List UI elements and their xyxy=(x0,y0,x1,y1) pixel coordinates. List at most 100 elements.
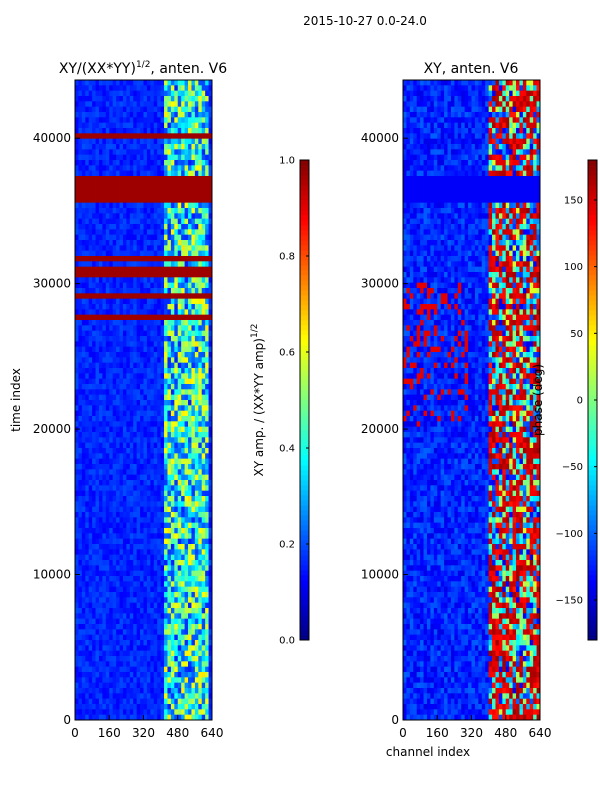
heatmap-cell xyxy=(85,661,90,668)
heatmap-cell xyxy=(188,698,192,705)
heatmap-cell xyxy=(122,693,127,700)
heatmap-cell xyxy=(140,416,144,422)
heatmap-cell xyxy=(153,560,158,566)
heatmap-cell xyxy=(157,474,162,481)
heatmap-cell xyxy=(119,192,124,198)
heatmap-cell xyxy=(140,528,144,534)
heatmap-cell xyxy=(181,218,185,225)
heatmap-cell xyxy=(126,314,131,321)
heatmap-cell xyxy=(164,458,168,465)
heatmap-cell xyxy=(112,373,117,380)
heatmap-cell xyxy=(122,442,127,449)
heatmap-cell xyxy=(85,325,90,332)
heatmap-cell xyxy=(122,197,127,204)
heatmap-cell xyxy=(177,400,182,406)
heatmap-cell xyxy=(157,266,162,273)
heatmap-cell xyxy=(85,672,90,678)
heatmap-cell xyxy=(98,400,103,406)
heatmap-cell xyxy=(194,485,199,492)
heatmap-cell xyxy=(177,650,182,657)
heatmap-cell xyxy=(143,613,148,620)
heatmap-cell xyxy=(102,368,107,374)
heatmap-cell xyxy=(95,400,100,406)
heatmap-cell xyxy=(157,485,162,492)
heatmap-cell xyxy=(177,320,182,326)
heatmap-cell xyxy=(78,544,83,550)
heatmap-cell xyxy=(136,309,141,316)
heatmap-cell xyxy=(112,624,117,630)
heatmap-cell xyxy=(157,133,162,140)
heatmap-cell xyxy=(112,538,117,545)
heatmap-cell xyxy=(116,528,120,534)
heatmap-cell xyxy=(205,250,209,257)
heatmap-cell xyxy=(160,138,165,145)
heatmap-cell xyxy=(75,506,79,513)
heatmap-cell xyxy=(164,554,168,561)
heatmap-cell xyxy=(129,144,134,150)
heatmap-cell xyxy=(167,389,172,396)
heatmap-cell xyxy=(146,368,151,374)
heatmap-cell xyxy=(143,256,148,262)
heatmap-cell xyxy=(102,506,107,513)
heatmap-cell xyxy=(208,496,213,502)
heatmap-cell xyxy=(174,448,179,454)
heatmap-cell xyxy=(450,80,455,86)
heatmap-cell xyxy=(85,282,90,289)
heatmap-cell xyxy=(423,85,428,92)
heatmap-cell xyxy=(205,613,209,620)
heatmap-cell xyxy=(98,677,103,684)
heatmap-cell xyxy=(119,522,124,529)
heatmap-cell xyxy=(205,624,209,630)
heatmap-cell xyxy=(143,309,148,316)
heatmap-cell xyxy=(75,512,79,518)
heatmap-cell xyxy=(205,538,209,545)
heatmap-cell xyxy=(208,469,213,476)
heatmap-cell xyxy=(126,261,131,268)
heatmap-cell xyxy=(88,181,93,188)
heatmap-cell xyxy=(208,416,213,422)
heatmap-cell xyxy=(119,330,124,337)
heatmap-cell xyxy=(160,437,165,444)
heatmap-cell xyxy=(126,458,131,465)
heatmap-cell xyxy=(136,80,141,86)
heatmap-cell xyxy=(122,85,127,92)
heatmap-cell xyxy=(157,448,162,454)
heatmap-cell xyxy=(194,138,199,145)
heatmap-cell xyxy=(146,80,151,86)
heatmap-cell xyxy=(188,442,192,449)
heatmap-cell xyxy=(205,309,209,316)
heatmap-cell xyxy=(205,357,209,364)
heatmap-cell xyxy=(174,570,179,577)
heatmap-cell xyxy=(160,645,165,652)
heatmap-cell xyxy=(188,565,192,572)
heatmap-cell xyxy=(102,288,107,294)
heatmap-cell xyxy=(194,640,199,646)
heatmap-cell xyxy=(78,709,83,716)
heatmap-cell xyxy=(140,256,144,262)
heatmap-cell xyxy=(208,549,213,556)
heatmap-cell xyxy=(153,117,158,124)
heatmap-cell xyxy=(129,650,134,657)
heatmap-cell xyxy=(170,282,175,289)
heatmap-cell xyxy=(136,480,141,486)
heatmap-cell xyxy=(109,576,114,582)
heatmap-cell xyxy=(533,80,537,86)
heatmap-cell xyxy=(201,666,206,673)
heatmap-cell xyxy=(150,576,155,582)
heatmap-cell xyxy=(112,378,117,385)
heatmap-cell xyxy=(164,432,168,438)
heatmap-cell xyxy=(88,336,93,342)
heatmap-cell xyxy=(122,698,127,705)
heatmap-cell xyxy=(136,133,141,140)
heatmap-cell xyxy=(136,389,141,396)
heatmap-cell xyxy=(146,138,151,145)
heatmap-cell xyxy=(112,570,117,577)
heatmap-cell xyxy=(85,106,90,113)
heatmap-cell xyxy=(201,650,206,657)
heatmap-cell xyxy=(143,112,148,118)
heatmap-cell xyxy=(140,522,144,529)
heatmap-cell xyxy=(78,421,83,428)
heatmap-cell xyxy=(81,645,86,652)
heatmap-cell xyxy=(191,149,196,156)
heatmap-cell xyxy=(181,378,185,385)
